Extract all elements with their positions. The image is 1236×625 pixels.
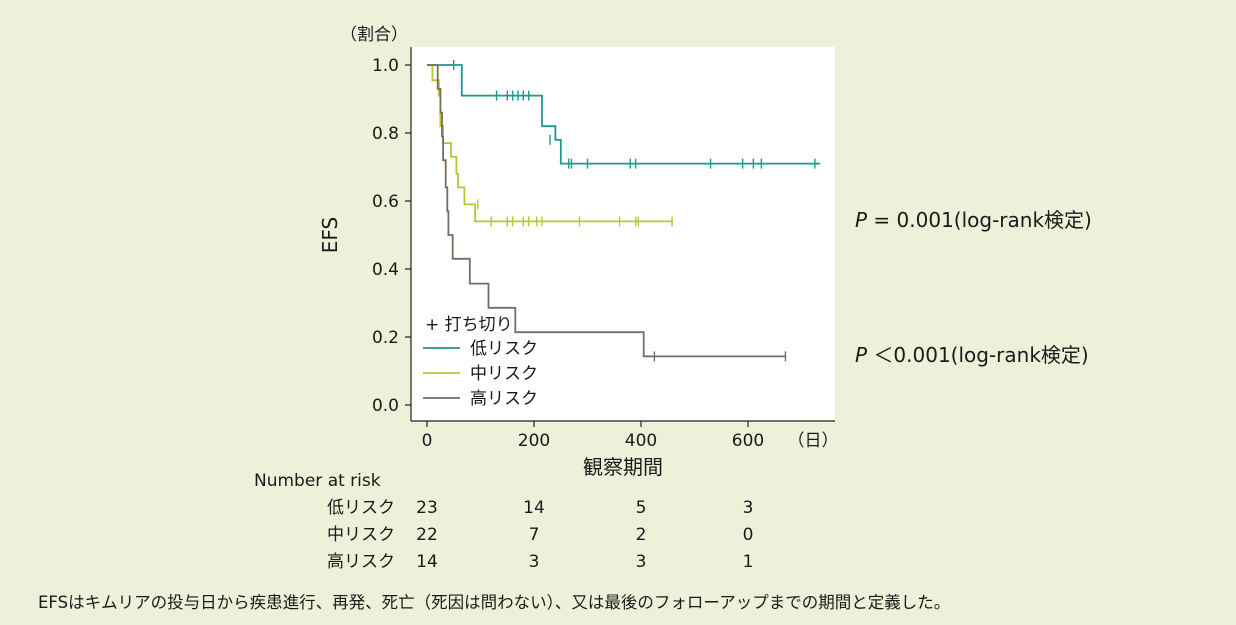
legend-entry: 高リスク bbox=[470, 389, 538, 409]
x-axis-title: 観察期間 bbox=[583, 455, 663, 479]
risk-row-label: 高リスク bbox=[327, 552, 395, 572]
series-line-1 bbox=[427, 64, 821, 165]
y-unit-label: （割合） bbox=[340, 25, 408, 45]
risk-row-label: 低リスク bbox=[327, 498, 395, 518]
legend-entry: 中リスク bbox=[470, 364, 538, 384]
risk-count: 22 bbox=[416, 525, 438, 545]
series-line-3 bbox=[427, 64, 786, 358]
risk-count: 1 bbox=[743, 552, 754, 572]
y-tick-label: 0.2 bbox=[372, 328, 399, 348]
footnote: EFSはキムリアの投与日から疾患進行、再発、死亡（死因は問わない）、又は最後のフ… bbox=[38, 593, 951, 612]
risk-count: 14 bbox=[416, 552, 438, 572]
legend-censor-label: + 打ち切り bbox=[425, 315, 513, 335]
plot-area bbox=[411, 47, 835, 421]
x-tick-label: 200 bbox=[518, 431, 550, 451]
risk-count: 3 bbox=[636, 552, 647, 572]
y-tick-label: 1.0 bbox=[372, 56, 399, 76]
risk-count: 0 bbox=[743, 525, 754, 545]
p-value-annotation: P ＜0.001(log-rank検定) bbox=[855, 343, 1089, 367]
risk-table-title: Number at risk bbox=[254, 471, 381, 491]
series-line-2 bbox=[427, 64, 674, 223]
p-value-annotation: P = 0.001(log-rank検定) bbox=[855, 208, 1092, 232]
y-tick-label: 0.6 bbox=[372, 192, 399, 212]
x-tick-label: 600 bbox=[732, 431, 764, 451]
y-tick-label: 0.0 bbox=[372, 396, 399, 416]
risk-count: 14 bbox=[523, 498, 545, 518]
risk-count: 5 bbox=[636, 498, 647, 518]
risk-row-label: 中リスク bbox=[327, 525, 395, 545]
risk-count: 7 bbox=[529, 525, 540, 545]
x-tick-label: 0 bbox=[422, 431, 433, 451]
risk-count: 2 bbox=[636, 525, 647, 545]
risk-count: 3 bbox=[529, 552, 540, 572]
y-tick-label: 0.4 bbox=[372, 260, 399, 280]
legend-entry: 低リスク bbox=[470, 339, 538, 359]
x-tick-label: 400 bbox=[625, 431, 657, 451]
y-axis-title: EFS bbox=[318, 217, 342, 253]
risk-count: 23 bbox=[416, 498, 438, 518]
y-tick-label: 0.8 bbox=[372, 124, 399, 144]
x-unit-label: （日） bbox=[788, 431, 839, 451]
risk-count: 3 bbox=[743, 498, 754, 518]
